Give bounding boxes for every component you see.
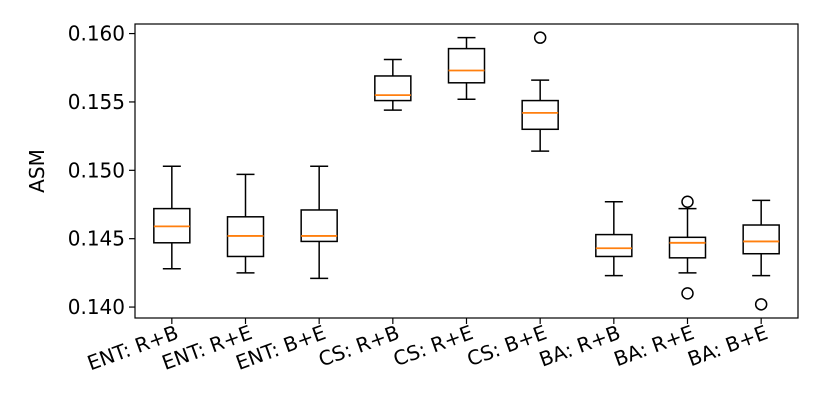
outlier-point (533, 31, 547, 44)
outlier-point (681, 195, 694, 209)
y-tick-label: 0.140 (68, 295, 125, 319)
iqr-box (300, 209, 338, 243)
y-axis: 0.140 0.145 0.150 0.155 0.160 (68, 22, 135, 319)
iqr-box (595, 233, 633, 258)
y-tick-label: 0.150 (68, 158, 125, 182)
y-tick-label: 0.160 (68, 22, 125, 46)
outlier-point (681, 287, 694, 300)
box-1 (153, 165, 191, 270)
box-2 (226, 173, 265, 274)
outlier-point (754, 298, 768, 311)
iqr-box (374, 75, 412, 102)
y-tick-label: 0.155 (68, 90, 125, 114)
box-9 (742, 199, 780, 311)
iqr-box (447, 47, 486, 84)
box-8 (668, 195, 707, 300)
box-6 (521, 31, 559, 152)
box-7 (595, 201, 633, 277)
box-4 (374, 58, 412, 111)
iqr-box (521, 99, 559, 131)
y-tick-label: 0.145 (68, 227, 125, 251)
box-3 (300, 165, 338, 280)
iqr-box (742, 224, 780, 255)
box-5 (447, 36, 486, 100)
plot-elements (153, 31, 780, 311)
y-axis-title: ASM (25, 149, 49, 193)
iqr-box (668, 236, 707, 259)
